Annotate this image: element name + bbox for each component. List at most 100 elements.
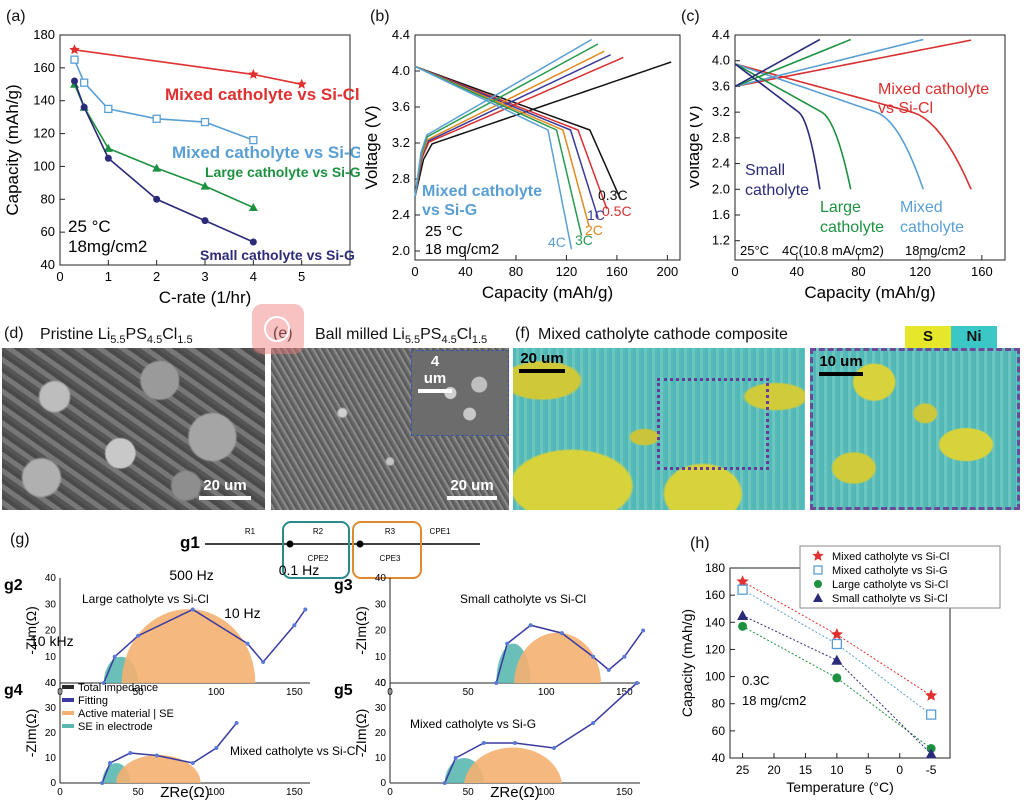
data-point <box>442 781 447 785</box>
data-point <box>104 154 112 162</box>
y-tick-label: 0 <box>380 678 386 689</box>
y-tick-label: 0 <box>380 778 386 789</box>
rate-note: 4C(10.8 mA/cm2) <box>782 243 884 258</box>
x-tick-label: 4 <box>250 269 257 284</box>
data-point <box>71 77 78 85</box>
data-point <box>108 761 112 765</box>
legend-marker <box>813 593 823 602</box>
temperature-note: 25°C <box>740 243 769 258</box>
legend-sulfur: S <box>905 326 951 348</box>
series-annotation: Large <box>820 199 861 216</box>
series-annotation: catholyte <box>820 219 884 236</box>
y-tick-label: 20 <box>375 728 387 739</box>
subplot-caption: Mixed catholyte vs Si-Cl <box>230 744 358 758</box>
data-point <box>248 68 259 79</box>
y-tick-label: 3.6 <box>392 99 410 114</box>
circuit-element-label: CPE1 <box>430 527 451 536</box>
data-point <box>248 203 258 211</box>
y-axis-label: -ZIm(Ω) <box>353 606 369 655</box>
circuit-node <box>286 540 294 548</box>
charge-curve <box>734 39 972 88</box>
data-point <box>112 654 117 659</box>
legend-entry: Active material | SE <box>78 708 174 720</box>
data-point <box>831 638 843 650</box>
plot-frame <box>734 34 1006 261</box>
circuit-box-am <box>352 521 422 579</box>
y-tick-label: 2.8 <box>712 130 730 145</box>
data-point <box>152 163 162 172</box>
data-point <box>128 751 133 755</box>
discharge-curve <box>734 63 852 190</box>
x-tick-label: 0 <box>896 763 903 777</box>
y-tick-label: 4.4 <box>712 27 730 42</box>
scale-bar-f-zoom: 10 um <box>819 353 863 376</box>
x-tick-label: 5 <box>298 269 305 284</box>
charge-curve <box>414 50 605 198</box>
data-point <box>80 78 89 87</box>
y-tick-label: 120 <box>33 126 55 141</box>
y-tick-label: 1.2 <box>712 233 730 248</box>
x-tick-label: 120 <box>909 264 931 279</box>
circuit-element-label: CPE3 <box>380 554 401 563</box>
x-axis-label: Capacity (mAh/g) <box>804 283 935 302</box>
y-tick-label: 2.0 <box>392 243 410 258</box>
y-tick-label: 40 <box>375 573 387 584</box>
discharge-curve <box>734 63 821 190</box>
micrograph-f-title: Mixed catholyte cathode composite <box>538 326 788 343</box>
fitting-line <box>103 608 306 684</box>
x-tick-label: 20 <box>767 763 781 777</box>
y-tick-label: 3.2 <box>712 104 730 119</box>
freq-annotation: 10 kHz <box>30 633 74 649</box>
y-tick-label: 30 <box>45 599 57 610</box>
x-axis-label: Temperature (°C) <box>786 779 894 795</box>
data-point <box>80 103 88 111</box>
y-tick-label: 140 <box>705 615 725 629</box>
sem-inset-zoom: 4 um <box>411 350 509 436</box>
series-annotation: Mixed catholyte <box>878 81 989 98</box>
y-tick-label: 10 <box>375 652 387 663</box>
legend-marker <box>814 580 822 588</box>
charge-curve <box>414 56 624 198</box>
legend-nickel: Ni <box>951 326 997 348</box>
data-point <box>292 623 297 628</box>
data-point <box>513 741 517 745</box>
series-annotation: Mixed catholyte vs Si-G <box>172 143 360 162</box>
x-tick-label: 50 <box>133 787 145 798</box>
y-tick-label: 10 <box>45 753 57 764</box>
y-axis-label: Capacity (mAh/g) <box>680 609 695 717</box>
data-point <box>925 689 938 701</box>
series-annotation: Large catholyte vs Si-G <box>205 164 360 180</box>
x-tick-label: 150 <box>286 687 303 698</box>
highlight-marker <box>252 304 304 354</box>
legend-swatch <box>62 685 74 689</box>
circuit-node <box>356 540 364 548</box>
x-tick-label: 0 <box>411 264 418 279</box>
y-tick-label: 40 <box>712 751 726 765</box>
y-tick-label: 40 <box>375 678 387 689</box>
data-point <box>591 654 596 659</box>
data-point <box>245 641 250 646</box>
legend-entry: Mixed catholyte vs Si-Cl <box>832 551 949 563</box>
y-tick-label: 4.0 <box>712 53 730 68</box>
rate-note: 0.3C <box>742 673 769 688</box>
data-point <box>200 117 210 127</box>
am-semicircle <box>116 754 201 783</box>
c-rate-label: 2C <box>585 222 603 238</box>
chart-c-catholyte-comparison: 0 40 80 120 160 1.2 1.6 2.0 2.4 2.8 3.2 3.6 4.0 4.4 Ca… <box>690 27 1006 302</box>
y-tick-label: 4.0 <box>392 63 410 78</box>
y-tick-label: 20 <box>45 728 57 739</box>
data-point <box>528 623 533 628</box>
x-axis-label: ZRe(Ω) <box>490 784 540 801</box>
discharge-curve <box>734 63 972 190</box>
x-tick-label: 50 <box>133 687 145 698</box>
discharge-curve <box>414 65 573 250</box>
data-point <box>494 681 499 685</box>
freq-annotation: 10 Hz <box>224 605 261 621</box>
circuit-element-label: CPE2 <box>308 554 329 563</box>
scale-bar-e-inset: 4 um <box>418 353 452 393</box>
scale-bar-e: 20 um <box>447 477 497 500</box>
x-tick-label: 160 <box>971 264 993 279</box>
subplot-label: g3 <box>334 577 353 594</box>
x-tick-label: 100 <box>538 787 555 798</box>
data-point <box>830 628 843 640</box>
